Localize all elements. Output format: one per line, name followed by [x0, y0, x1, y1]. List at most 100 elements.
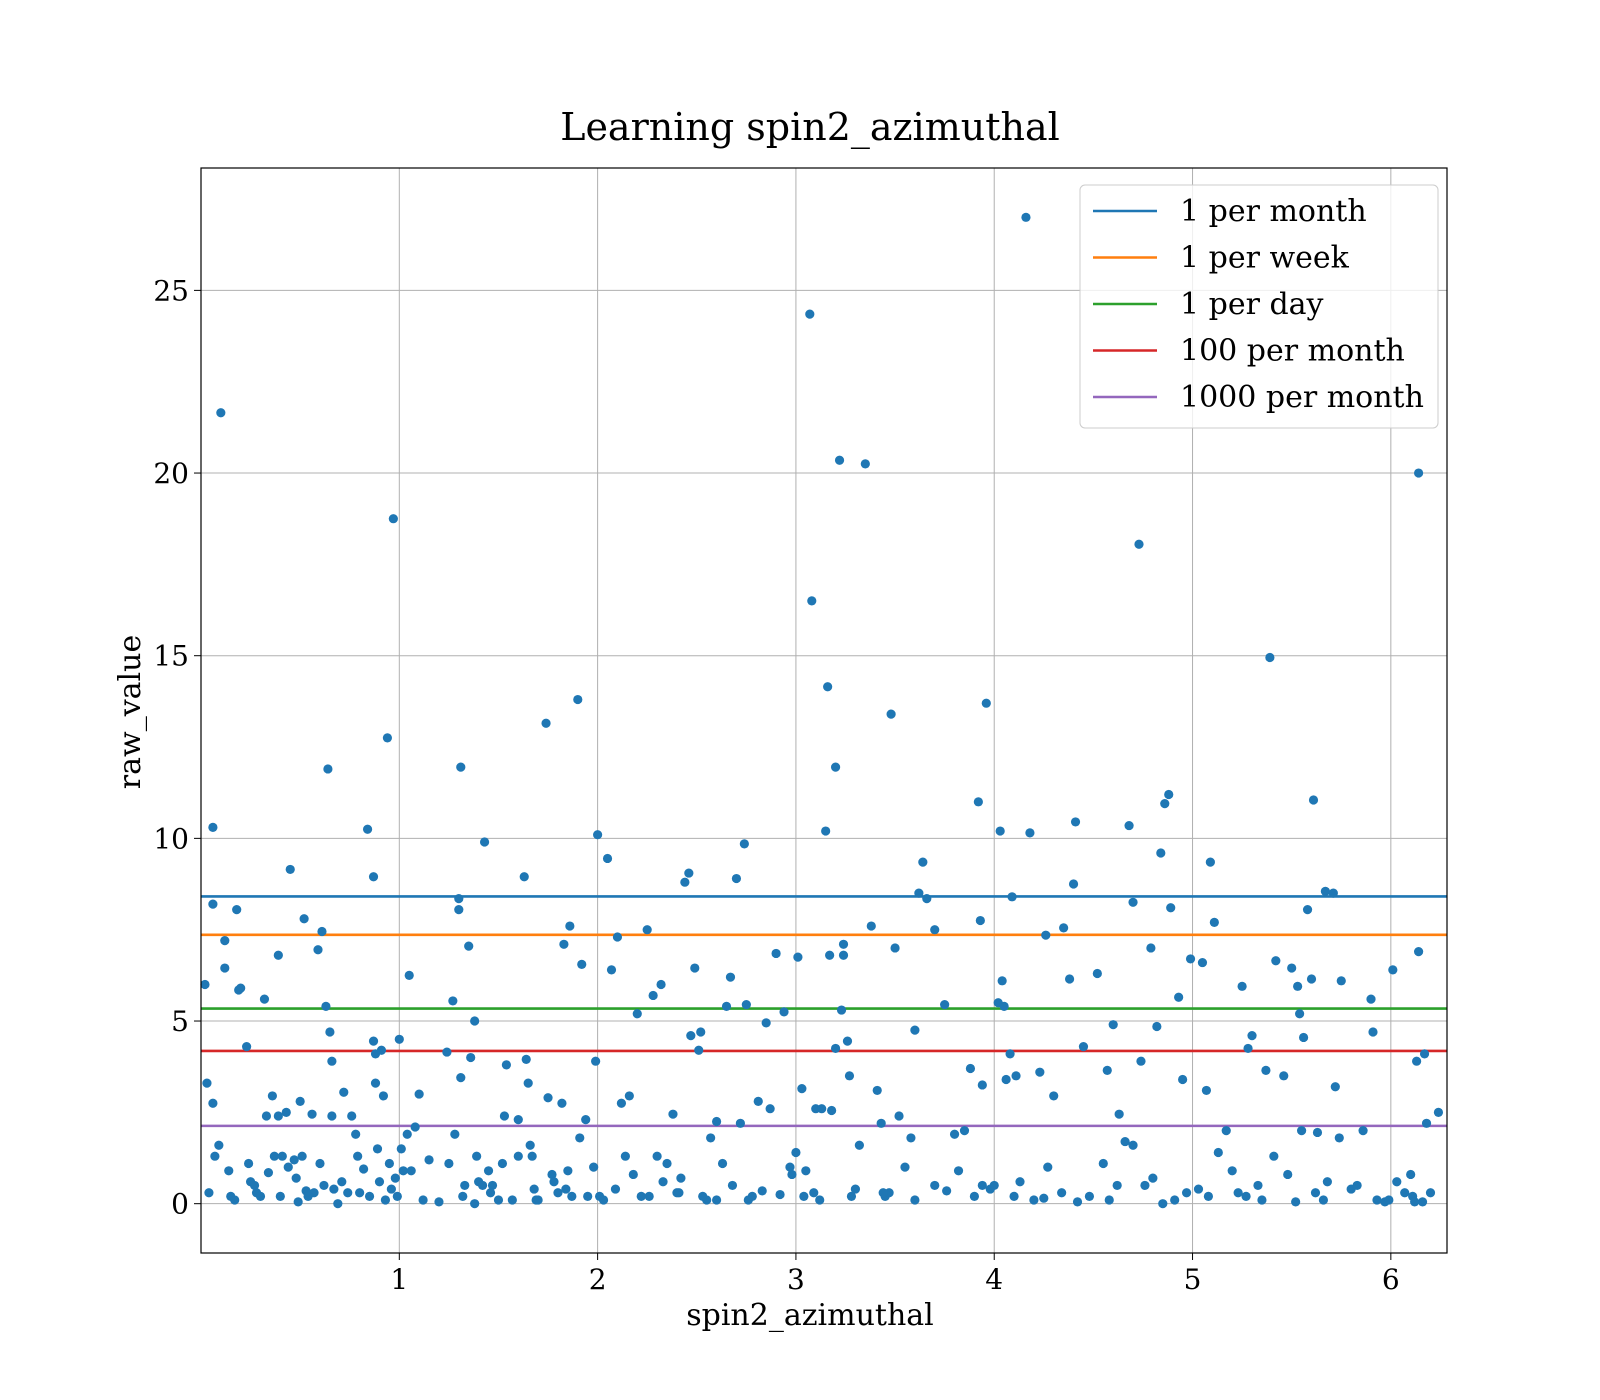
- scatter-point: [1102, 1065, 1112, 1075]
- scatter-point: [1193, 1184, 1204, 1194]
- scatter-point: [372, 1144, 383, 1154]
- scatter-point: [547, 1169, 557, 1180]
- scatter-point: [1205, 857, 1215, 867]
- scatter-point: [1098, 1158, 1108, 1169]
- scatter-point: [1146, 943, 1156, 953]
- scatter-point: [1372, 1195, 1382, 1205]
- scatter-point: [424, 1155, 434, 1165]
- scatter-point: [243, 1158, 254, 1169]
- scatter-point: [1308, 795, 1319, 805]
- scatter-point: [255, 1191, 266, 1201]
- scatter-point: [454, 904, 464, 915]
- scatter-point: [942, 1186, 952, 1196]
- scatter-point: [628, 1169, 638, 1180]
- legend: 1 per month 1 per week 1 per day 100 per mo…: [1079, 184, 1439, 429]
- scatter-point: [953, 1166, 964, 1176]
- scatter-point: [799, 1191, 809, 1201]
- scatter-point: [470, 1199, 480, 1209]
- scatter-point: [1388, 965, 1398, 975]
- scatter-point: [1185, 954, 1196, 964]
- scatter-point: [460, 1180, 470, 1191]
- scatter-point: [787, 1169, 797, 1180]
- scatter-point: [1209, 917, 1219, 927]
- scatter-point: [456, 762, 466, 772]
- y-tick-label: 20: [153, 457, 189, 490]
- scatter-point: [1318, 1195, 1329, 1205]
- scatter-point: [454, 894, 464, 904]
- scatter-point: [1108, 1020, 1118, 1030]
- scatter-point: [753, 1096, 763, 1106]
- scatter-point: [797, 1084, 807, 1094]
- scatter-point: [374, 1177, 385, 1187]
- scatter-point: [479, 837, 490, 847]
- scatter-point: [275, 1191, 285, 1201]
- scatter-point: [527, 1151, 537, 1161]
- scatter-point: [368, 1036, 379, 1046]
- scatter-point: [949, 1129, 960, 1139]
- scatter-point: [981, 698, 991, 708]
- scatter-point: [1197, 957, 1208, 968]
- scatter-point: [216, 408, 226, 418]
- scatter-point: [343, 1188, 353, 1198]
- scatter-point: [1417, 1197, 1428, 1207]
- scatter-point: [1425, 1188, 1436, 1198]
- scatter-point: [612, 932, 623, 942]
- scatter-point: [1005, 1049, 1015, 1059]
- scatter-point: [394, 1034, 404, 1044]
- x-axis-label: spin2_azimuthal: [686, 1298, 934, 1333]
- scatter-point: [359, 1164, 369, 1174]
- scatter-point: [1302, 904, 1313, 915]
- scatter-point: [999, 1001, 1009, 1012]
- scatter-point: [565, 921, 575, 931]
- scatter-point: [823, 682, 833, 692]
- scatter-point: [1152, 1021, 1162, 1032]
- scatter-point: [434, 1197, 444, 1207]
- scatter-point: [362, 824, 373, 834]
- scatter-point: [989, 1180, 999, 1191]
- scatter-point: [472, 1151, 482, 1161]
- scatter-point: [775, 1189, 785, 1200]
- scatter-point: [1412, 1056, 1422, 1066]
- scatter-point: [327, 1056, 337, 1066]
- scatter-point: [765, 1104, 775, 1114]
- scatter-point: [1134, 539, 1144, 549]
- scatter-point: [390, 1173, 400, 1183]
- scatter-point: [1297, 1126, 1307, 1136]
- scatter-point: [230, 1195, 240, 1205]
- scatter-point: [295, 1096, 305, 1106]
- x-tick-label: 3: [787, 1263, 805, 1296]
- scatter-point: [680, 877, 690, 887]
- scatter-point: [487, 1180, 498, 1191]
- scatter-point: [499, 1111, 510, 1121]
- scatter-point: [392, 1191, 402, 1201]
- scatter-point: [368, 872, 379, 882]
- scatter-point: [1406, 1169, 1416, 1180]
- scatter-point: [1001, 1074, 1011, 1085]
- scatter-point: [220, 963, 230, 973]
- scatter-point: [717, 1158, 728, 1169]
- scatter-point: [910, 1025, 920, 1035]
- scatter-point: [997, 976, 1007, 986]
- scatter-point: [706, 1133, 716, 1143]
- scatter-point: [303, 1191, 313, 1201]
- scatter-point: [273, 1111, 283, 1121]
- scatter-point: [1384, 1195, 1394, 1205]
- scatter-point: [894, 1111, 904, 1121]
- scatter-point: [1253, 1180, 1263, 1191]
- scatter-point: [793, 952, 803, 962]
- scatter-point: [866, 921, 876, 931]
- scatter-point: [930, 925, 940, 935]
- scatter-point: [1241, 1191, 1251, 1201]
- scatter-point: [1181, 1188, 1192, 1198]
- scatter-point: [525, 1140, 535, 1150]
- scatter-point: [519, 872, 529, 882]
- scatter-point: [1029, 1195, 1039, 1205]
- scatter-point: [414, 1089, 424, 1099]
- scatter-point: [593, 830, 603, 840]
- scatter-point: [1213, 1147, 1223, 1158]
- y-tick-label: 5: [171, 1005, 189, 1038]
- scatter-point: [1414, 947, 1424, 957]
- scatter-point: [1021, 212, 1031, 222]
- scatter-point: [327, 1111, 337, 1121]
- scatter-point: [386, 1184, 396, 1194]
